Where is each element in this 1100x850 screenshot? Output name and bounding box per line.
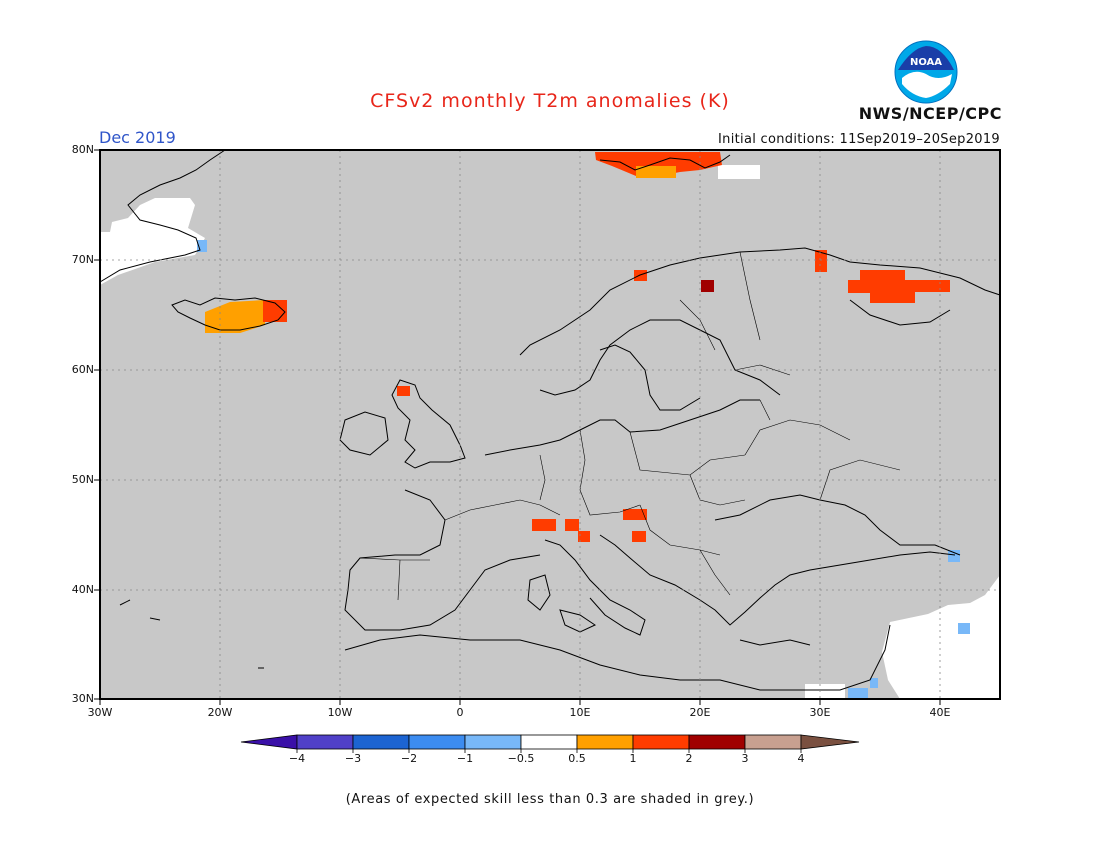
initial-conditions: Initial conditions: 11Sep2019–20Sep2019 — [718, 132, 1000, 147]
colorbar-label: 0.5 — [568, 752, 586, 765]
lon-label-10e: 10E — [569, 706, 591, 719]
map-title: CFSv2 monthly T2m anomalies (K) — [370, 90, 730, 112]
colorbar-arrow-high — [800, 734, 860, 750]
lat-label-50n: 50N — [71, 473, 94, 486]
colorbar-swatch — [744, 734, 802, 750]
colorbar-arrow-low — [240, 734, 298, 750]
lon-label-20w: 20W — [207, 706, 233, 719]
colorbar-label: 1 — [629, 752, 637, 765]
colorbar-swatch — [632, 734, 690, 750]
lon-label-20e: 20E — [689, 706, 711, 719]
coastlines — [99, 149, 1001, 691]
neutral-anomaly-areas — [100, 165, 1000, 699]
colorbar-swatch — [688, 734, 746, 750]
noaa-logo: NOAA — [894, 40, 958, 104]
map-frame — [99, 149, 1001, 700]
lon-label-10w: 10W — [327, 706, 353, 719]
colorbar-swatch — [352, 734, 410, 750]
colorbar-label: −2 — [400, 752, 418, 765]
colorbar-swatch — [464, 734, 522, 750]
colorbar-swatch — [408, 734, 466, 750]
noaa-logo-text: NOAA — [910, 57, 942, 68]
colorbar-swatch — [576, 734, 634, 750]
lon-label-0: 0 — [456, 706, 464, 719]
colorbar-label: 3 — [741, 752, 749, 765]
lon-label-30w: 30W — [87, 706, 113, 719]
lat-label-60n: 60N — [71, 363, 94, 376]
lat-label-70n: 70N — [71, 253, 94, 266]
colorbar-label: −4 — [288, 752, 306, 765]
colorbar-swatch — [296, 734, 354, 750]
lon-label-30e: 30E — [809, 706, 831, 719]
lat-lon-grid — [100, 150, 1000, 699]
lon-label-40e: 40E — [929, 706, 951, 719]
colorbar-swatch — [520, 734, 578, 750]
colorbar-label: 2 — [685, 752, 693, 765]
skill-footnote: (Areas of expected skill less than 0.3 a… — [345, 792, 755, 807]
cool-anomaly-areas — [197, 240, 970, 699]
colorbar — [240, 734, 860, 753]
map-background — [100, 150, 1000, 699]
colorbar-label: −3 — [344, 752, 362, 765]
lat-label-80n: 80N — [71, 143, 94, 156]
lat-label-30n: 30N — [71, 692, 94, 705]
lat-label-40n: 40N — [71, 583, 94, 596]
agency-label: NWS/NCEP/CPC — [858, 104, 1002, 123]
colorbar-label: −1 — [456, 752, 474, 765]
colorbar-label: 4 — [797, 752, 805, 765]
forecast-period: Dec 2019 — [99, 128, 176, 147]
colorbar-label: −0.5 — [507, 752, 535, 765]
axis-ticks — [94, 149, 941, 705]
